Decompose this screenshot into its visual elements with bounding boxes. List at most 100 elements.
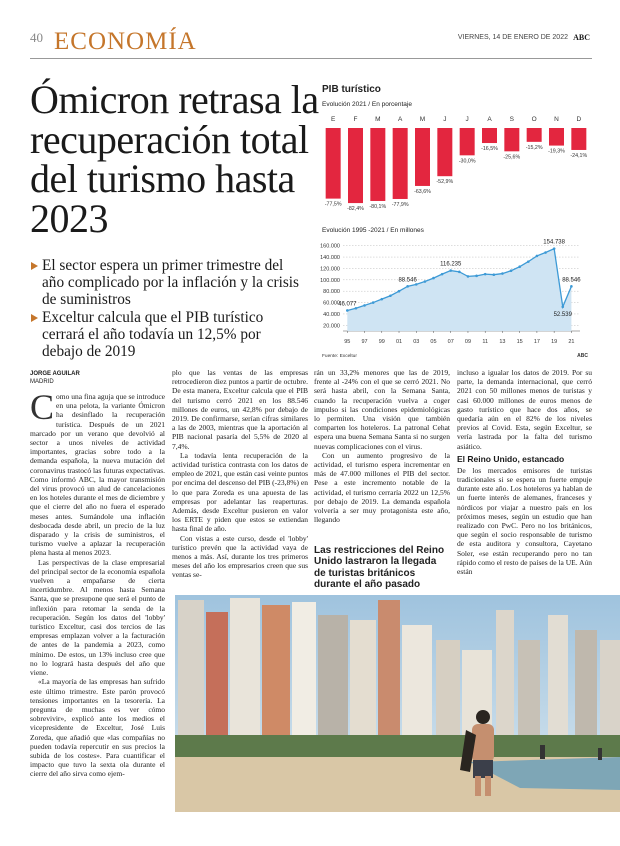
chart-title: PIB turístico <box>322 84 381 95</box>
x-tick-label: F <box>354 116 358 123</box>
x-tick-label: 15 <box>517 339 523 345</box>
x-tick-label: 13 <box>499 339 505 345</box>
highlight: Exceltur calcula que el PIB turístico ce… <box>30 309 300 360</box>
byline: JORGE AGUILAR MADRID <box>30 370 80 386</box>
x-tick-label: 09 <box>465 339 471 345</box>
building <box>575 630 597 750</box>
point <box>397 289 401 293</box>
bar <box>549 128 564 146</box>
author: JORGE AGUILAR <box>30 371 80 377</box>
section-title: ECONOMÍA <box>54 28 197 55</box>
building <box>318 615 348 751</box>
y-tick-label: 60.000 <box>323 301 340 307</box>
data-label: -80,1% <box>369 204 386 210</box>
building <box>350 620 376 750</box>
point <box>526 260 530 263</box>
person <box>598 748 602 760</box>
point <box>475 274 478 278</box>
x-tick-label: 99 <box>379 339 385 345</box>
paragraph: Las perspectivas de la clase empresarial… <box>30 557 165 678</box>
building <box>436 640 460 750</box>
building <box>230 598 260 753</box>
column: Como una fina aguja que se introduce en … <box>30 392 165 840</box>
date: VIERNES, 14 DE ENERO DE 2022 <box>457 34 568 41</box>
data-label: -52,9% <box>436 179 453 185</box>
photo-caption: Las restricciones del Reino Unido lastra… <box>314 545 445 590</box>
x-tick-label: 17 <box>534 339 540 345</box>
point <box>414 283 418 286</box>
x-tick-label: N <box>554 116 559 123</box>
headline: Ómicron retrasa la recuperación total de… <box>30 77 319 241</box>
data-label: 88.546 <box>398 277 417 283</box>
point <box>544 251 547 254</box>
x-tick-label: M <box>420 116 425 123</box>
data-label: -19,3% <box>548 149 565 155</box>
chart-subtitle: Evolución 1995 -2021 / En millones <box>322 227 425 234</box>
x-tick-label: J <box>443 116 446 123</box>
paragraph: Con vistas a este curso, desde el 'lobby… <box>172 533 308 580</box>
location: MADRID <box>30 379 54 385</box>
bar <box>325 128 341 199</box>
x-tick-label: 07 <box>448 339 454 345</box>
x-tick-label: 95 <box>344 339 350 345</box>
building <box>600 640 620 750</box>
column: incluso a igualar los datos de 2019. Por… <box>457 368 592 590</box>
data-label: -15,2% <box>526 145 543 151</box>
point <box>492 273 496 276</box>
chart-subtitle: Evolución 2021 / En porcentaje <box>322 101 412 108</box>
paragraph: plo que las ventas de las empresas retro… <box>172 368 308 451</box>
trees <box>175 735 620 757</box>
bar <box>370 128 386 201</box>
x-tick-label: 21 <box>568 339 574 345</box>
bar <box>482 128 497 144</box>
paragraph: De los mercados emisores de turistas tra… <box>457 465 592 577</box>
brand: ABC <box>573 33 590 42</box>
photo <box>175 595 620 812</box>
data-label: 88.546 <box>562 277 581 283</box>
y-tick-label: 160.000 <box>320 244 340 250</box>
x-tick-label: 19 <box>551 339 557 345</box>
highlight: El sector espera un primer trimestre del… <box>30 257 300 308</box>
x-tick-label: 01 <box>396 339 402 345</box>
building <box>518 640 540 750</box>
point <box>501 272 504 275</box>
point <box>458 270 461 274</box>
page-number: 40 <box>30 30 43 45</box>
x-tick-label: E <box>331 116 336 123</box>
point <box>363 304 366 307</box>
building <box>378 600 400 750</box>
bar <box>571 128 587 150</box>
point <box>509 269 513 273</box>
x-tick-label: D <box>576 116 581 123</box>
x-tick-label: 97 <box>361 339 367 345</box>
x-tick-label: O <box>532 116 537 123</box>
person <box>540 745 545 759</box>
data-label: -82,4% <box>347 206 364 212</box>
paragraph: rán un 33,2% menores que las de 2019, fr… <box>314 368 450 451</box>
y-tick-label: 40.000 <box>323 312 340 318</box>
bar <box>415 128 430 186</box>
building <box>548 615 568 750</box>
person <box>460 710 494 796</box>
point <box>440 272 444 276</box>
building <box>206 612 228 752</box>
x-tick-label: A <box>487 116 492 123</box>
data-label: -77,5% <box>325 202 342 208</box>
data-label: -25,6% <box>503 154 520 160</box>
building <box>292 602 316 752</box>
x-tick-label: A <box>398 116 403 123</box>
building <box>262 605 290 753</box>
data-label: 52.539 <box>554 312 573 318</box>
point <box>535 254 539 258</box>
building <box>496 610 514 750</box>
x-tick-label: S <box>510 116 515 123</box>
data-label: -24,1% <box>570 153 587 159</box>
x-tick-label: M <box>375 116 380 123</box>
paragraph: Como una fina aguja que se introduce en … <box>30 392 165 558</box>
paragraph: Con un aumento progresivo de la activida… <box>314 450 450 525</box>
data-label: -16,5% <box>481 146 498 152</box>
data-label: -63,6% <box>414 189 431 195</box>
x-tick-label: 05 <box>430 339 436 345</box>
